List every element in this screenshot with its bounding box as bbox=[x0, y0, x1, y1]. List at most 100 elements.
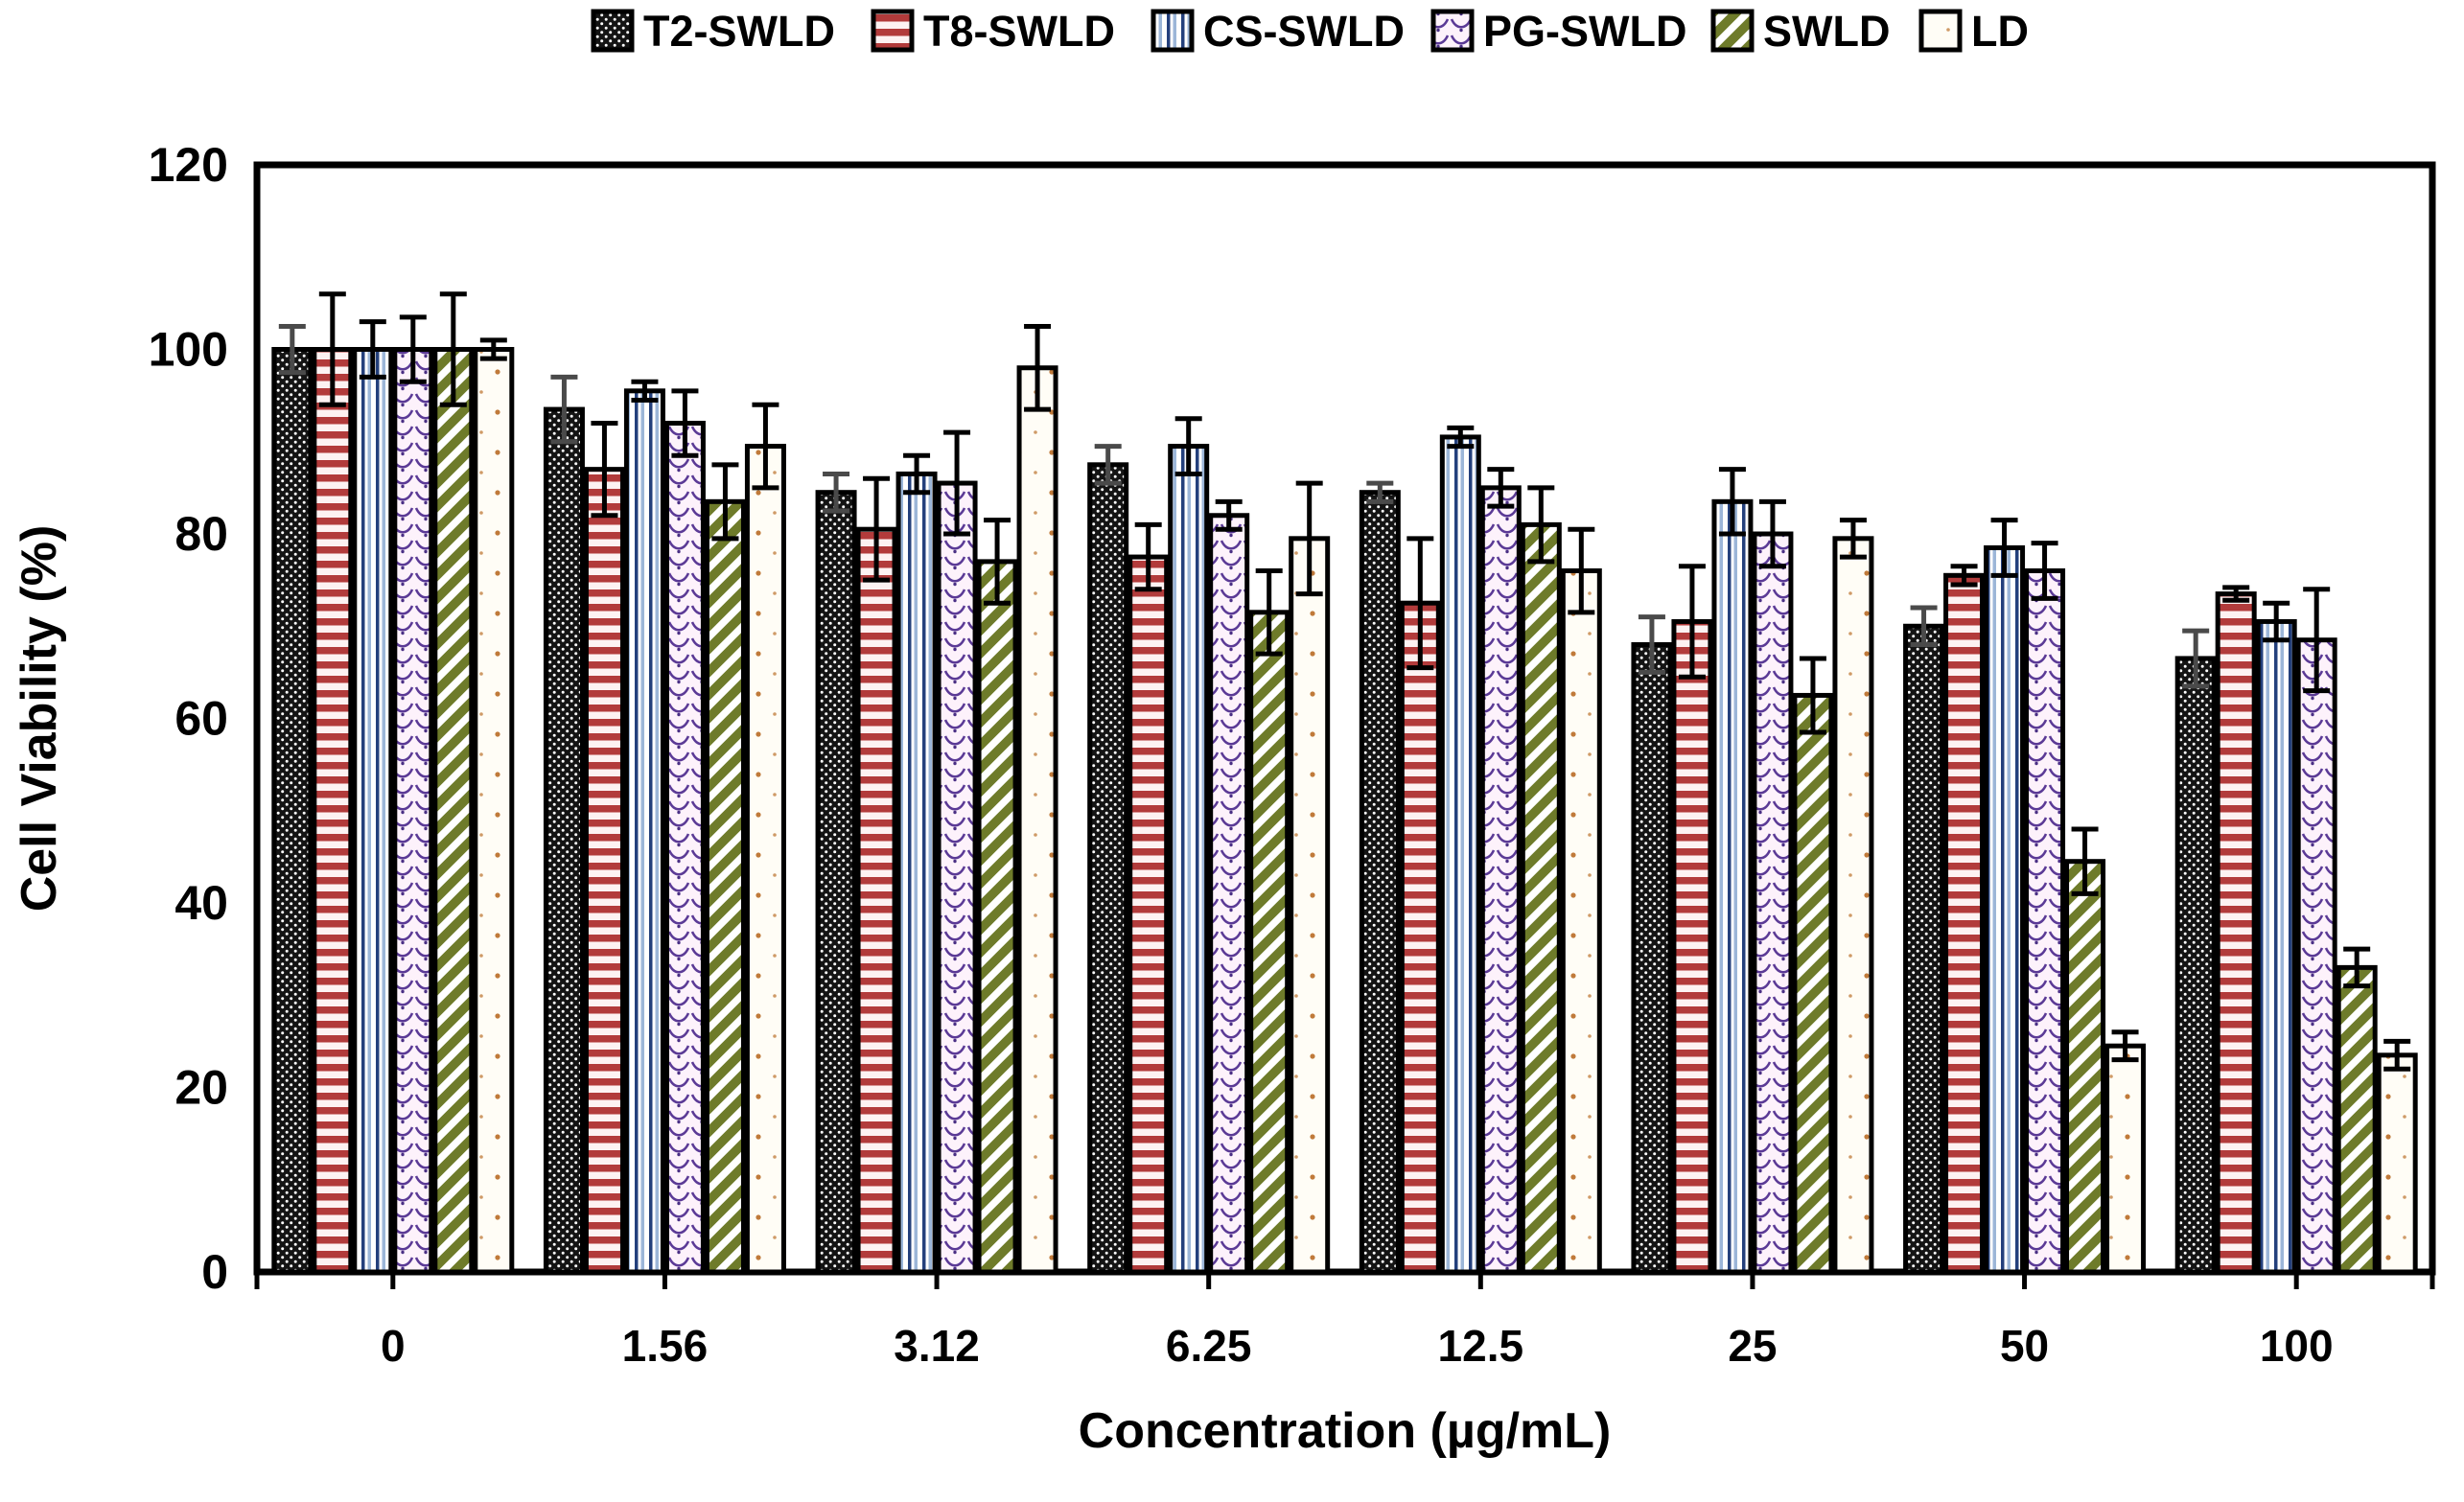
y-tick-label-40: 40 bbox=[174, 876, 228, 930]
bar-T2-SWLD-100 bbox=[2174, 656, 2217, 1275]
bar-SWLD-12.5 bbox=[1520, 521, 1562, 1275]
bar-T2-SWLD-25 bbox=[1631, 642, 1673, 1275]
bar-SWLD-1.56 bbox=[704, 498, 746, 1275]
error-bar-SWLD-12.5 bbox=[1527, 485, 1555, 565]
legend: T2-SWLD T8-SWLD CS-SWLD PG-SWLD SWLD LD bbox=[591, 7, 2029, 56]
bar-CS-SWLD-100 bbox=[2255, 618, 2297, 1275]
error-bar-T8-SWLD-50 bbox=[1950, 564, 1978, 588]
error-bar-T2-SWLD-6.25 bbox=[1094, 444, 1122, 486]
error-bar-T8-SWLD-12.5 bbox=[1406, 536, 1434, 671]
legend-swatch-T2-SWLD bbox=[591, 9, 635, 53]
bar-T8-SWLD-1.56 bbox=[583, 467, 625, 1275]
bar-T2-SWLD-6.25 bbox=[1087, 462, 1129, 1275]
legend-label-CS-SWLD: CS-SWLD bbox=[1203, 7, 1405, 56]
legend-swatch-T8-SWLD bbox=[871, 9, 915, 53]
bar-SWLD-0 bbox=[432, 347, 475, 1275]
legend-label-T8-SWLD: T8-SWLD bbox=[923, 7, 1115, 56]
error-bar-SWLD-0 bbox=[439, 291, 467, 407]
x-tick-label-25: 25 bbox=[1728, 1321, 1777, 1371]
error-bar-LD-3.12 bbox=[1024, 323, 1052, 412]
error-bar-T2-SWLD-50 bbox=[1910, 605, 1938, 647]
legend-swatch-LD bbox=[1918, 9, 1963, 53]
y-tick-label-20: 20 bbox=[174, 1061, 228, 1115]
error-bar-T8-SWLD-25 bbox=[1678, 564, 1706, 680]
bar-PG-SWLD-25 bbox=[1752, 531, 1794, 1275]
x-tick-label-6.25: 6.25 bbox=[1166, 1321, 1252, 1371]
bar-T8-SWLD-0 bbox=[312, 347, 354, 1275]
bar-PG-SWLD-6.25 bbox=[1208, 513, 1250, 1275]
error-bar-T8-SWLD-6.25 bbox=[1134, 521, 1162, 592]
error-bar-SWLD-3.12 bbox=[984, 518, 1011, 606]
bar-T8-SWLD-100 bbox=[2215, 591, 2257, 1275]
error-bar-T8-SWLD-100 bbox=[2222, 585, 2250, 603]
error-bar-PG-SWLD-3.12 bbox=[943, 429, 971, 537]
bar-CS-SWLD-25 bbox=[1711, 498, 1754, 1275]
bar-T2-SWLD-0 bbox=[271, 347, 314, 1275]
error-bar-T8-SWLD-1.56 bbox=[591, 421, 618, 519]
error-bar-CS-SWLD-50 bbox=[1990, 518, 2018, 578]
y-tick-label-0: 0 bbox=[201, 1245, 228, 1299]
error-bar-PG-SWLD-100 bbox=[2303, 587, 2331, 694]
error-bar-PG-SWLD-12.5 bbox=[1487, 467, 1515, 509]
bar-T2-SWLD-50 bbox=[1903, 623, 1945, 1275]
bar-T2-SWLD-12.5 bbox=[1359, 490, 1401, 1275]
error-bar-SWLD-1.56 bbox=[711, 462, 739, 542]
error-bar-CS-SWLD-0 bbox=[359, 319, 386, 380]
error-bar-SWLD-25 bbox=[1799, 656, 1826, 735]
y-tick-label-120: 120 bbox=[149, 138, 228, 192]
error-bar-CS-SWLD-100 bbox=[2263, 600, 2290, 643]
bar-CS-SWLD-0 bbox=[352, 347, 394, 1275]
bar-T8-SWLD-50 bbox=[1943, 572, 1986, 1275]
bar-SWLD-3.12 bbox=[976, 559, 1018, 1275]
error-bar-LD-12.5 bbox=[1568, 526, 1595, 615]
legend-item-PG-SWLD: PG-SWLD bbox=[1430, 7, 1686, 56]
y-tick-label-80: 80 bbox=[174, 507, 228, 561]
bar-PG-SWLD-0 bbox=[392, 347, 434, 1275]
bar-PG-SWLD-3.12 bbox=[936, 480, 978, 1275]
error-bar-SWLD-6.25 bbox=[1255, 568, 1283, 657]
error-bar-PG-SWLD-6.25 bbox=[1215, 498, 1243, 532]
bar-CS-SWLD-3.12 bbox=[895, 471, 938, 1275]
legend-label-PG-SWLD: PG-SWLD bbox=[1483, 7, 1686, 56]
error-bar-T2-SWLD-3.12 bbox=[823, 471, 850, 514]
bar-T2-SWLD-1.56 bbox=[543, 406, 585, 1275]
bar-SWLD-100 bbox=[2336, 964, 2378, 1275]
x-tick-label-0: 0 bbox=[381, 1321, 406, 1371]
bar-LD-0 bbox=[473, 347, 515, 1275]
error-bar-PG-SWLD-1.56 bbox=[671, 388, 699, 458]
error-bar-LD-100 bbox=[2383, 1038, 2411, 1072]
bar-CS-SWLD-50 bbox=[1984, 544, 2026, 1275]
x-tick-label-1.56: 1.56 bbox=[622, 1321, 709, 1371]
legend-item-T2-SWLD: T2-SWLD bbox=[591, 7, 835, 56]
bar-T8-SWLD-6.25 bbox=[1127, 554, 1170, 1275]
bar-LD-3.12 bbox=[1016, 365, 1058, 1275]
error-bar-LD-0 bbox=[479, 337, 507, 361]
x-tick-label-100: 100 bbox=[2260, 1321, 2334, 1371]
bar-LD-6.25 bbox=[1289, 536, 1331, 1275]
legend-item-SWLD: SWLD bbox=[1710, 7, 1890, 56]
x-tick-label-50: 50 bbox=[2000, 1321, 2049, 1371]
legend-label-LD: LD bbox=[1971, 7, 2029, 56]
legend-item-T8-SWLD: T8-SWLD bbox=[871, 7, 1115, 56]
error-bar-SWLD-50 bbox=[2071, 826, 2099, 896]
error-bar-CS-SWLD-1.56 bbox=[631, 379, 659, 403]
legend-item-LD: LD bbox=[1918, 7, 2029, 56]
legend-swatch-SWLD bbox=[1710, 9, 1755, 53]
bar-T8-SWLD-12.5 bbox=[1399, 600, 1441, 1275]
error-bar-PG-SWLD-25 bbox=[1758, 498, 1786, 569]
bar-LD-100 bbox=[2376, 1052, 2418, 1275]
bar-PG-SWLD-12.5 bbox=[1479, 485, 1522, 1275]
legend-label-T2-SWLD: T2-SWLD bbox=[643, 7, 835, 56]
bar-T8-SWLD-25 bbox=[1671, 618, 1713, 1275]
bar-SWLD-25 bbox=[1792, 692, 1834, 1275]
error-bar-SWLD-100 bbox=[2343, 946, 2371, 989]
error-bar-LD-6.25 bbox=[1295, 480, 1323, 597]
x-axis-ticks bbox=[254, 1272, 2435, 1289]
x-tick-label-3.12: 3.12 bbox=[894, 1321, 980, 1371]
bar-SWLD-6.25 bbox=[1248, 610, 1290, 1275]
error-bar-PG-SWLD-0 bbox=[399, 314, 427, 384]
error-bar-T2-SWLD-100 bbox=[2182, 628, 2210, 689]
legend-item-CS-SWLD: CS-SWLD bbox=[1151, 7, 1405, 56]
